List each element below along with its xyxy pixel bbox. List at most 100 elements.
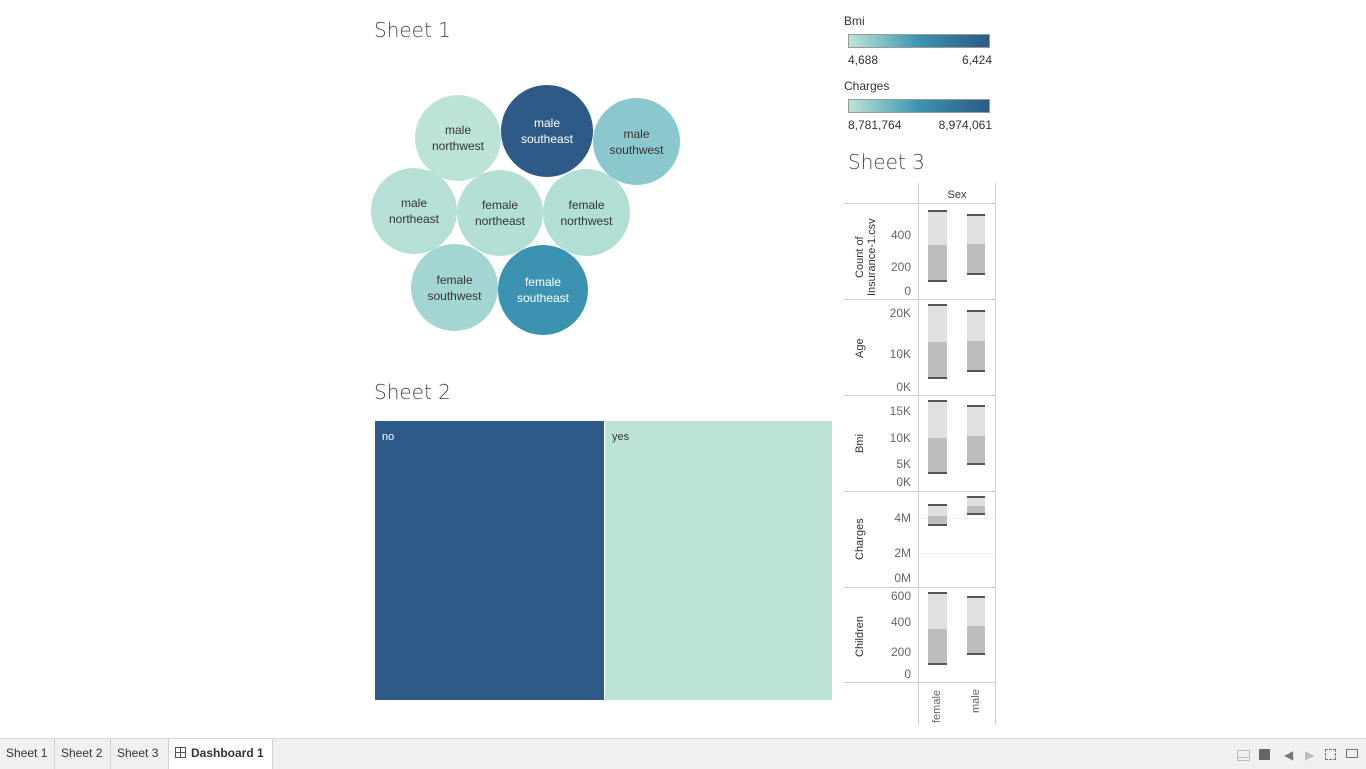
tab-dashboard1[interactable]: Dashboard 1 [169,739,273,769]
column-header-sex[interactable]: Sex [947,189,967,201]
prev-arrow-icon[interactable]: ◀ [1284,748,1294,762]
row-label-charges[interactable]: Charges [854,518,866,560]
bubble-male-southwest[interactable]: male southwest [593,98,680,185]
bar-lower-female-count[interactable] [928,245,947,281]
whisker-cap [928,524,947,526]
tab-sheet1[interactable]: Sheet 1 [0,739,55,769]
whisker-cap [928,400,947,402]
tab-label: Sheet 2 [61,746,103,760]
charges-legend-min: 8,781,764 [848,118,902,132]
tick-label: 5K [896,457,911,471]
treemap-label: no [382,431,395,443]
whisker-cap [928,663,947,665]
bar-lower-female-age[interactable] [928,342,947,378]
row-divider [844,395,996,396]
bubble-label: northwest [431,139,485,153]
bubble-label: female [481,198,518,212]
tick-label: 2M [894,546,911,560]
bar-lower-male-charges[interactable] [967,506,985,514]
tab-sheet3[interactable]: Sheet 3 [111,739,169,769]
bubble-label: male [400,196,427,210]
whisker-cap [928,472,947,474]
bubble-male-southeast[interactable]: male southeast [501,85,593,177]
bubble-female-southwest[interactable]: female southwest [411,244,498,331]
grid-icon [175,747,186,758]
bar-lower-male-bmi[interactable] [967,436,985,464]
tab-sheet2[interactable]: Sheet 2 [55,739,111,769]
bar-lower-male-count[interactable] [967,244,985,274]
bubble-label: southeast [516,291,570,305]
treemap-cell-no[interactable]: no [375,421,604,700]
whisker-cap [967,596,985,598]
tick-label: 200 [890,260,911,274]
category-label-female[interactable]: female [931,689,943,723]
tick-label: 400 [890,228,911,242]
whisker-cap [967,653,985,655]
bar-upper-female-bmi[interactable] [928,401,947,438]
bar-upper-female-children[interactable] [928,593,947,629]
bar-lower-male-age[interactable] [967,341,985,371]
row-divider [844,299,996,300]
sheet3-chart: Sex Count of Insurance-1.csv 400 200 0 A… [844,183,996,725]
bubble-male-northwest[interactable]: male northwest [415,95,501,181]
bar-upper-female-charges[interactable] [928,505,947,516]
bmi-legend-max: 6,424 [961,53,992,67]
tick-label: 0K [896,475,911,489]
row-label-age[interactable]: Age [854,338,866,358]
filmstrip-icon[interactable] [1237,750,1250,761]
grid-view-icon[interactable] [1259,749,1270,760]
bar-upper-male-count[interactable] [967,215,985,244]
bmi-legend-title: Bmi [844,14,865,28]
charges-legend-gradient[interactable] [848,99,990,113]
tick-label: 10K [889,431,911,445]
bar-upper-male-children[interactable] [967,597,985,626]
whisker-cap [928,592,947,594]
bubble-female-northwest[interactable]: female northwest [543,169,630,256]
tick-label: 0K [896,380,911,394]
header-divider [844,203,996,204]
bubble-female-southeast[interactable]: female southeast [498,245,588,335]
bubble-male-northeast[interactable]: male northeast [371,168,457,254]
gridline [919,553,995,554]
bar-upper-female-count[interactable] [928,211,947,245]
bar-lower-male-children[interactable] [967,626,985,654]
row-label-bmi[interactable]: Bmi [854,434,866,453]
bar-upper-male-charges[interactable] [967,497,985,506]
bar-upper-male-bmi[interactable] [967,406,985,436]
bar-upper-female-age[interactable] [928,305,947,342]
row-label-children[interactable]: Children [854,616,866,657]
tab-label: Sheet 1 [6,746,48,760]
bubble-label: male [444,123,471,137]
bar-lower-female-children[interactable] [928,629,947,664]
bmi-legend-min: 4,688 [848,53,879,67]
charges-legend-title: Charges [844,79,890,93]
tick-label: 20K [889,306,911,320]
bar-lower-female-charges[interactable] [928,516,947,525]
row-divider [844,682,996,683]
bar-lower-female-bmi[interactable] [928,438,947,473]
treemap-cell-yes[interactable]: yes [605,421,832,700]
next-arrow-icon[interactable]: ▶ [1305,748,1315,762]
bmi-legend-gradient[interactable] [848,34,990,48]
whisker-cap [967,496,985,498]
whisker-cap [928,377,947,379]
whisker-cap [967,370,985,372]
tick-label: 4M [894,511,911,525]
whisker-cap [928,280,947,282]
bubble-label: male [533,116,560,130]
bar-upper-male-age[interactable] [967,311,985,341]
category-label-male[interactable]: male [970,689,982,713]
row-label-line: Count of [854,236,866,278]
tick-label: 0M [894,571,911,585]
bubble-female-northeast[interactable]: female northeast [457,170,543,256]
tab-label: Dashboard 1 [191,746,264,760]
tick-label: 600 [890,589,911,603]
chart-right-border [995,183,996,725]
tick-label: 400 [890,615,911,629]
tick-label: 0 [904,667,911,681]
tick-label: 10K [889,347,911,361]
tab-label: Sheet 3 [117,746,159,760]
presentation-icon[interactable] [1346,749,1358,758]
whisker-cap [967,273,985,275]
fullscreen-icon[interactable] [1325,749,1336,760]
